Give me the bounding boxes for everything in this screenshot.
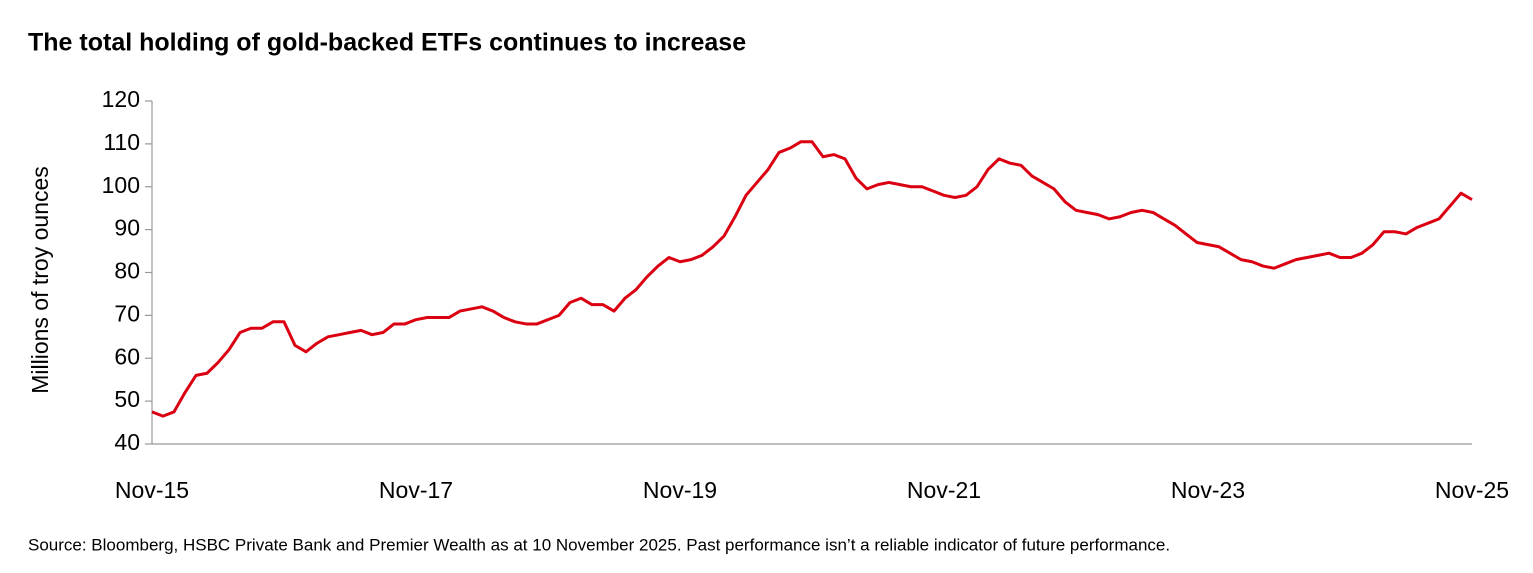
source-note: Source: Bloomberg, HSBC Private Bank and… [28, 535, 1170, 554]
y-tick-label: 120 [102, 86, 140, 112]
y-tick-label: 90 [114, 215, 140, 241]
x-tick-label: Nov-17 [379, 477, 453, 503]
x-tick-label: Nov-23 [1171, 477, 1245, 503]
y-tick-label: 70 [114, 300, 140, 326]
y-tick-label: 100 [102, 172, 140, 198]
data-line [151, 140, 1473, 418]
x-tick-label: Nov-19 [643, 477, 717, 503]
y-tick-label: 50 [114, 386, 140, 412]
x-tick-label: Nov-15 [115, 477, 189, 503]
x-tick-label: Nov-21 [907, 477, 981, 503]
y-tick-label: 40 [114, 429, 140, 455]
y-axis-label: Millions of troy ounces [27, 166, 53, 394]
y-tick-label: 60 [114, 343, 140, 369]
x-tick-label: Nov-25 [1435, 477, 1509, 503]
y-tick-label: 80 [114, 258, 140, 284]
y-tick-label: 110 [103, 129, 140, 155]
chart-title: The total holding of gold-backed ETFs co… [28, 29, 746, 57]
